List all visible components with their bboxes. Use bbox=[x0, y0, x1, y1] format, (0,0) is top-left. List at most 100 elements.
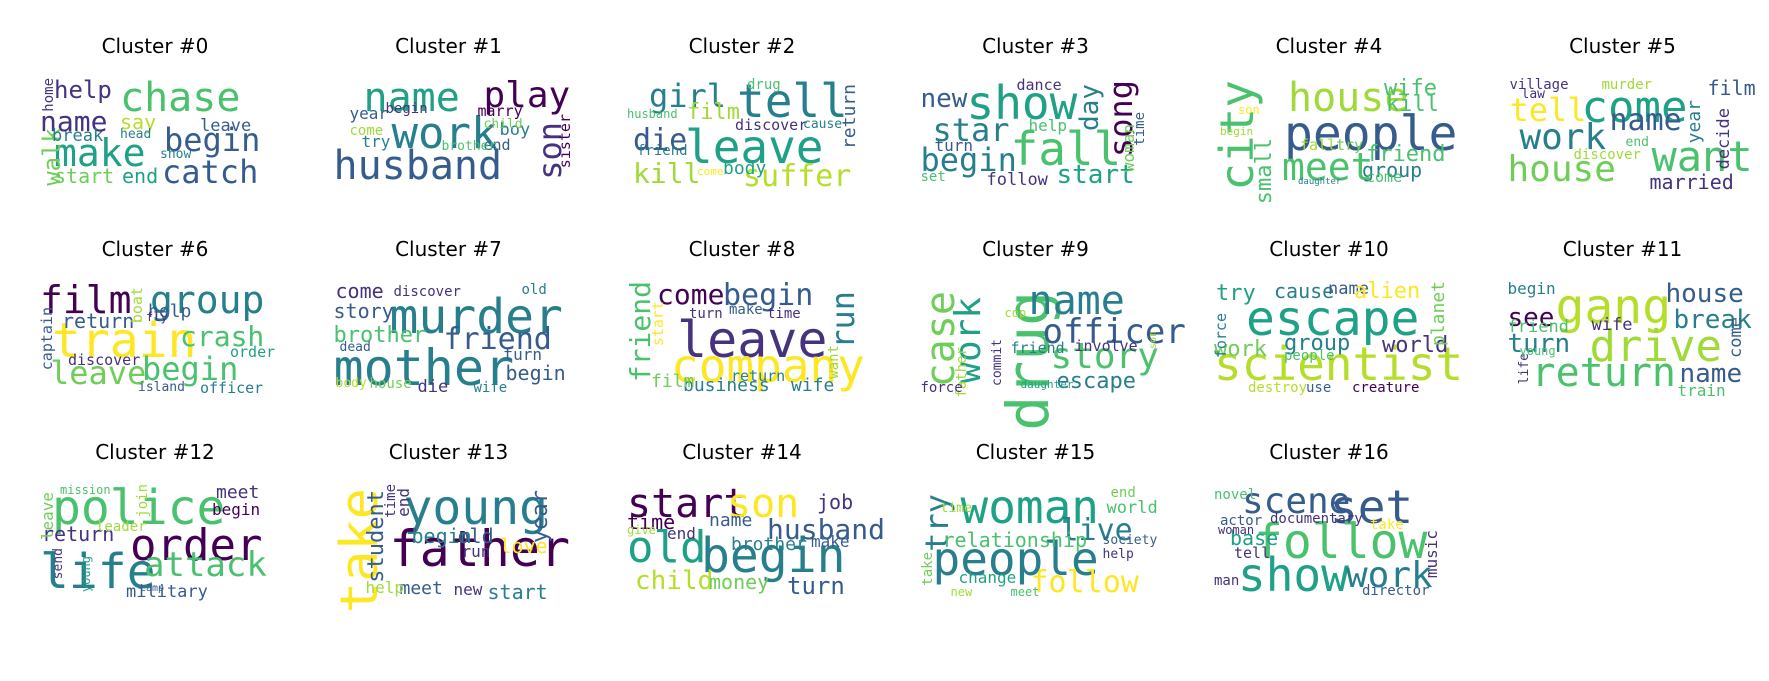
cloud-word: crash bbox=[180, 320, 265, 353]
cloud-word: meet bbox=[1010, 585, 1040, 599]
cloud-word: start bbox=[627, 481, 748, 527]
cloud-word: murder bbox=[389, 289, 563, 345]
cloud-word: die bbox=[417, 377, 449, 397]
cloud-word: end bbox=[1625, 135, 1649, 150]
cloud-word: run bbox=[461, 542, 491, 561]
cluster-panel-12: Cluster #12 police order life attack return me… bbox=[8, 416, 302, 616]
cloud-word: wife bbox=[1591, 315, 1633, 335]
cloud-word: discover bbox=[735, 116, 808, 134]
cloud-word: friend bbox=[637, 143, 688, 159]
cloud-word: train bbox=[1677, 381, 1726, 400]
cloud-word: home bbox=[41, 78, 57, 112]
cloud-word: return bbox=[839, 84, 860, 150]
cloud-word: help bbox=[1102, 547, 1134, 562]
cloud-word: house bbox=[1507, 149, 1616, 190]
cloud-word: kill bbox=[1386, 92, 1439, 117]
cluster-panel-7: Cluster #7 murder mother friend brother story… bbox=[302, 213, 596, 413]
cloud-word: begin bbox=[1507, 279, 1556, 298]
cluster-panel-4: Cluster #4 people house city meet wife kill fri… bbox=[1182, 10, 1476, 210]
cloud-word: begin bbox=[164, 121, 261, 159]
cloud-word: job bbox=[817, 490, 854, 514]
cloud-word: small bbox=[1252, 138, 1277, 205]
cluster-title: Cluster #5 bbox=[1569, 34, 1676, 58]
cloud-word: drug bbox=[747, 77, 781, 93]
word-cloud: show fall star begin start song day new follow tu… bbox=[921, 78, 1159, 202]
word-cloud: gang drive return house break name see turn frie… bbox=[1507, 279, 1752, 405]
cluster-title: Cluster #8 bbox=[688, 237, 796, 261]
cloud-word: gang bbox=[1555, 279, 1672, 335]
cloud-word: help bbox=[365, 578, 405, 597]
cloud-word: show bbox=[1238, 548, 1349, 602]
cloud-word: husband bbox=[627, 107, 678, 121]
cloud-word: tell bbox=[737, 74, 848, 128]
cloud-word: new bbox=[950, 585, 973, 599]
cloud-word: world bbox=[1382, 333, 1449, 358]
cloud-word: send bbox=[51, 548, 66, 580]
cluster-title: Cluster #1 bbox=[395, 34, 502, 58]
cloud-word: come bbox=[657, 278, 725, 311]
cluster-panel-14: Cluster #14 start son old begin husband job tim… bbox=[595, 416, 889, 616]
cluster-panel-13: Cluster #13 young father take student begin ol… bbox=[302, 416, 596, 616]
word-cloud: woman people live follow try relationship worl… bbox=[918, 484, 1159, 608]
cloud-word: make bbox=[729, 302, 763, 318]
cloud-word: old bbox=[627, 522, 707, 573]
cluster-title: Cluster #9 bbox=[982, 237, 1089, 261]
cloud-word: take bbox=[1370, 517, 1404, 533]
cloud-word: documentary bbox=[1270, 511, 1363, 527]
cloud-word: music bbox=[1422, 530, 1441, 579]
cloud-word: military bbox=[126, 582, 208, 602]
word-cloud: chase make name begin catch help walk say break s… bbox=[38, 75, 278, 202]
cloud-word: house bbox=[369, 376, 412, 392]
cluster-panel-5: Cluster #5 come want work house tell name marri… bbox=[1476, 10, 1769, 210]
cloud-word: take bbox=[919, 552, 936, 586]
cloud-word: married bbox=[1649, 170, 1734, 194]
cluster-panel-2: Cluster #2 tell leave girl die kill suffer film… bbox=[595, 10, 889, 210]
cloud-word: follow bbox=[986, 170, 1048, 190]
word-cloud: police order life attack return meet begin mili… bbox=[38, 484, 278, 608]
cloud-word: begin bbox=[723, 278, 814, 313]
word-cloud: leave company begin come run friend business wi… bbox=[624, 278, 865, 405]
cloud-word: year bbox=[1683, 100, 1705, 144]
cloud-word: force bbox=[1212, 313, 1230, 359]
cloud-word: change bbox=[958, 568, 1017, 587]
cloud-word: chase bbox=[120, 75, 241, 121]
cloud-word: turn bbox=[503, 345, 543, 364]
word-cloud: drug name officer story work case escape involv… bbox=[918, 281, 1186, 431]
cloud-word: scene bbox=[1242, 481, 1351, 522]
cloud-word: marry bbox=[477, 102, 523, 120]
cloud-word: old bbox=[521, 282, 547, 298]
word-cloud: film group train crash leave begin return help d… bbox=[38, 281, 278, 405]
cloud-word: join bbox=[135, 484, 151, 518]
cluster-panel-6: Cluster #6 film group train crash leave begin r… bbox=[8, 213, 302, 413]
cloud-word: scientist bbox=[1214, 337, 1464, 391]
cloud-word: world bbox=[1106, 498, 1158, 518]
cloud-word: young bbox=[403, 480, 549, 536]
cloud-word: group bbox=[1284, 331, 1351, 356]
cloud-word: friend bbox=[1366, 142, 1446, 167]
cloud-word: alien bbox=[1354, 279, 1421, 304]
cloud-word: story bbox=[1050, 336, 1159, 377]
cloud-word: island bbox=[138, 380, 185, 395]
cloud-word: old bbox=[457, 524, 494, 548]
cloud-word: life bbox=[40, 544, 156, 600]
cloud-word: business bbox=[683, 375, 770, 396]
cloud-word: work bbox=[1214, 337, 1267, 362]
cloud-word: time bbox=[940, 501, 972, 516]
cloud-word: make bbox=[54, 131, 146, 175]
cloud-word: return bbox=[42, 522, 115, 546]
cluster-panel-9: Cluster #9 drug name officer story work case es… bbox=[889, 213, 1186, 431]
cloud-word: begin bbox=[385, 101, 428, 117]
word-cloud: people house city meet wife kill friend group sm… bbox=[1210, 78, 1457, 205]
cloud-word: return bbox=[1531, 350, 1677, 396]
cloud-word: force bbox=[920, 380, 963, 396]
cloud-word: people bbox=[1284, 106, 1458, 162]
cloud-word: begin bbox=[411, 524, 472, 548]
cloud-word: play bbox=[483, 75, 571, 116]
cloud-word: help bbox=[1028, 116, 1068, 135]
cloud-word: commit bbox=[989, 339, 1005, 386]
cloud-word: daughter bbox=[1020, 378, 1074, 391]
cloud-word: society bbox=[1102, 533, 1158, 548]
cloud-word: destroy bbox=[1248, 380, 1308, 396]
word-cloud: name work husband play son marry boy year come tr… bbox=[334, 75, 574, 202]
